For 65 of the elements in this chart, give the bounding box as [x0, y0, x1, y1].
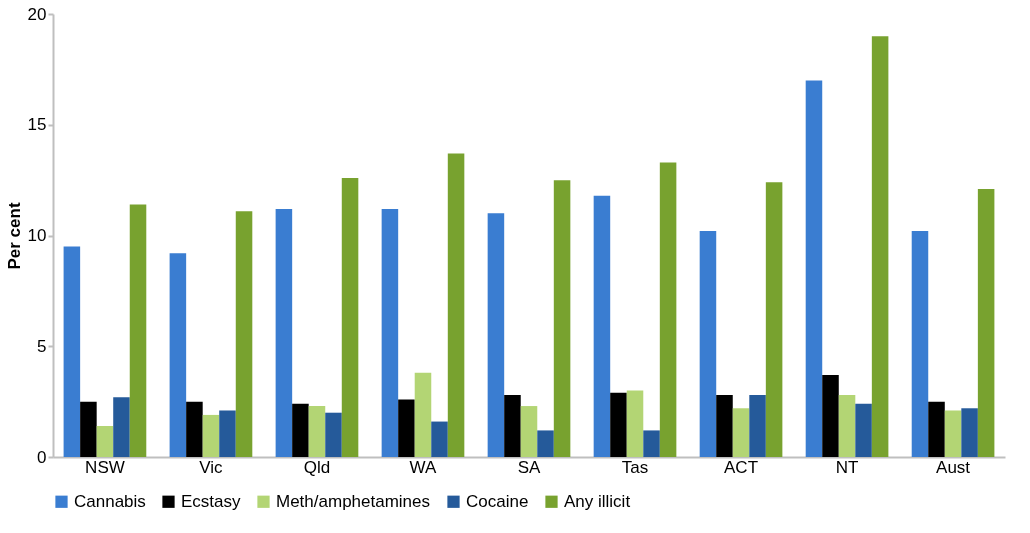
bar	[749, 394, 766, 457]
x-tick-label: NSW	[85, 457, 125, 477]
bar	[275, 208, 293, 457]
x-tick-label: WA	[409, 457, 438, 477]
bar	[308, 406, 326, 457]
x-tick-label: Aust	[936, 457, 971, 477]
bar	[961, 408, 978, 457]
bar	[186, 401, 203, 457]
bar	[520, 406, 538, 457]
bar	[855, 403, 872, 457]
bar	[447, 153, 465, 457]
bar	[537, 430, 554, 457]
x-tick-label: Tas	[621, 457, 649, 477]
bar	[822, 375, 839, 457]
legend-label: Cocaine	[466, 491, 529, 511]
bar	[292, 403, 309, 457]
bar	[610, 392, 627, 457]
bar	[593, 195, 611, 457]
bar	[80, 401, 97, 457]
bar	[235, 211, 253, 457]
bar	[553, 180, 571, 457]
legend-label: Any illicit	[564, 491, 631, 511]
bar	[341, 177, 359, 457]
bar	[381, 208, 399, 457]
bar	[96, 425, 114, 457]
bar	[944, 410, 962, 457]
bar	[911, 231, 929, 457]
bar	[325, 412, 342, 457]
bar	[219, 410, 236, 457]
bar	[699, 231, 717, 457]
bar	[202, 414, 220, 457]
bar	[928, 401, 945, 457]
bar	[504, 394, 521, 457]
bar	[169, 253, 187, 457]
bar	[626, 390, 644, 457]
y-tick-label: 20	[27, 4, 47, 24]
bar	[643, 430, 660, 457]
bar	[716, 394, 733, 457]
y-tick-label: 0	[37, 447, 47, 467]
bar	[414, 372, 432, 457]
bar	[129, 204, 147, 457]
bar	[63, 246, 81, 457]
y-tick-label: 5	[37, 336, 47, 356]
x-tick-label: NT	[835, 457, 859, 477]
x-tick-label: Qld	[303, 457, 331, 477]
bar	[431, 421, 448, 457]
y-tick-label: 10	[27, 226, 47, 245]
bar	[765, 182, 783, 457]
bar	[977, 188, 995, 457]
legend-label: Cannabis	[74, 491, 146, 511]
bar	[487, 213, 505, 457]
legend-label: Ecstasy	[181, 491, 242, 511]
y-axis-title: Per cent	[4, 202, 24, 270]
bar	[805, 80, 823, 457]
bar	[732, 408, 750, 457]
legend-label: Meth/amphetamines	[276, 491, 431, 511]
bar	[659, 162, 677, 457]
bar	[838, 394, 856, 457]
bar	[398, 399, 415, 457]
x-tick-label: ACT	[724, 457, 759, 477]
bar	[871, 36, 889, 457]
y-tick-label: 15	[27, 115, 47, 135]
x-tick-label: Vic	[199, 457, 224, 477]
bar	[113, 397, 130, 457]
x-tick-label: SA	[517, 457, 541, 477]
